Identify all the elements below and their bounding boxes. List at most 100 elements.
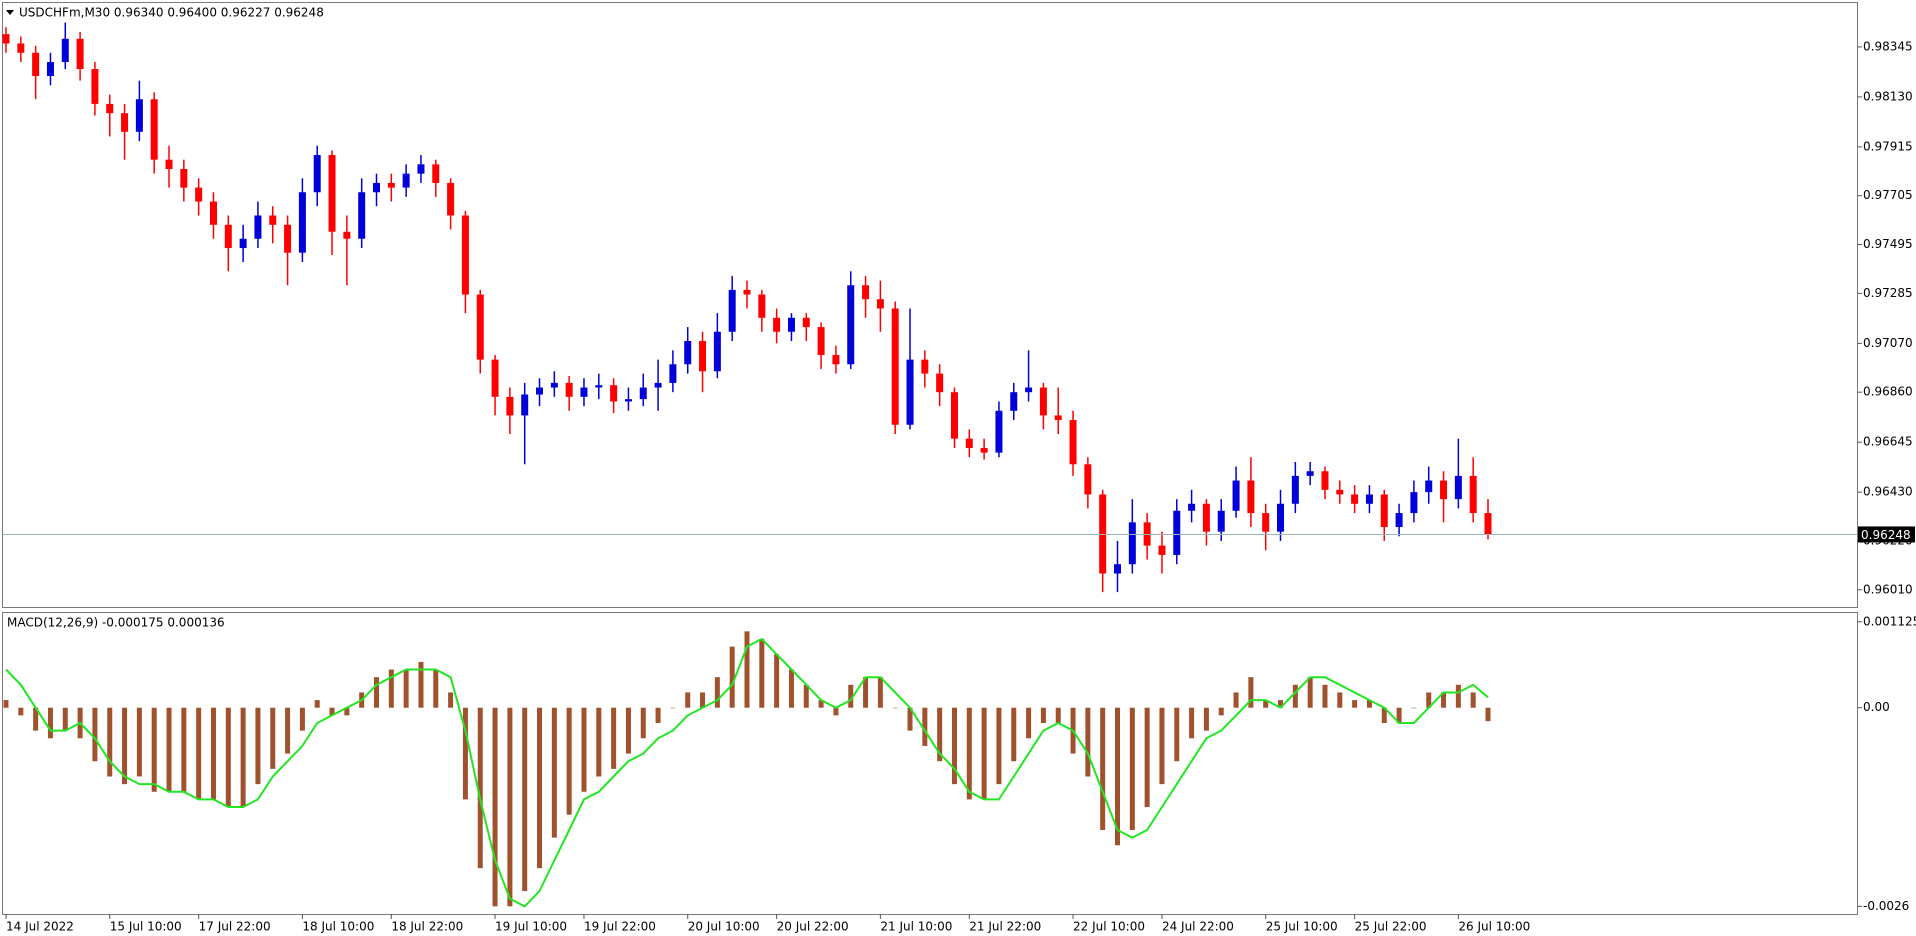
candle-body	[313, 155, 321, 193]
x-tick-label: 25 Jul 10:00	[1266, 920, 1338, 934]
candle-body	[1306, 471, 1314, 476]
candle-body	[373, 182, 380, 193]
candle-body	[965, 438, 973, 448]
candle-body	[1380, 494, 1388, 528]
x-tick-label: 22 Jul 10:00	[1073, 920, 1145, 934]
macd-bar	[166, 707, 172, 792]
x-tick-label: 25 Jul 22:00	[1355, 920, 1427, 934]
candle-body	[580, 387, 588, 397]
macd-bar	[1470, 692, 1476, 708]
candle-body	[936, 373, 944, 393]
candle-body	[121, 113, 129, 132]
macd-bar	[1085, 707, 1091, 777]
candle-body	[1484, 513, 1492, 535]
candle-body	[876, 299, 884, 309]
macd-bar	[1307, 677, 1313, 708]
macd-bar	[685, 692, 691, 708]
macd-bar	[877, 677, 883, 708]
candle-body	[669, 364, 677, 383]
candle-body	[17, 43, 25, 53]
macd-bar	[240, 707, 246, 808]
y-tick-label: 0.97070	[1863, 336, 1913, 350]
candle-body	[684, 341, 692, 365]
macd-bar	[1366, 700, 1372, 708]
macd-bar	[537, 707, 543, 869]
candle-body	[921, 359, 929, 374]
macd-bar	[477, 707, 483, 869]
macd-bar	[33, 707, 39, 731]
candle-body	[328, 155, 336, 232]
candle-body	[1277, 503, 1285, 532]
macd-bar	[892, 707, 898, 709]
macd-bar	[670, 707, 676, 709]
candle-body	[1262, 513, 1270, 532]
macd-bar	[92, 707, 98, 762]
macd-bar	[151, 707, 157, 792]
candle-body	[1069, 420, 1077, 465]
candle-body	[135, 99, 143, 132]
macd-bar	[863, 677, 869, 708]
candle-body	[61, 38, 69, 63]
candle-body	[402, 173, 410, 188]
macd-bar	[596, 707, 602, 777]
y-tick-label: 0.98345	[1863, 39, 1913, 53]
y-tick-label: 0.96645	[1863, 435, 1913, 449]
macd-bar	[522, 707, 528, 892]
candle-body	[46, 62, 54, 77]
candle-body	[817, 327, 825, 355]
candle-body	[1425, 480, 1433, 493]
macd-bar	[640, 707, 646, 739]
macd-bar	[1159, 707, 1165, 785]
macd-bar	[136, 707, 142, 777]
macd-bar	[581, 707, 587, 792]
macd-bar	[418, 661, 424, 708]
x-tick-label: 24 Jul 22:00	[1162, 920, 1234, 934]
candle-body	[773, 317, 781, 332]
macd-bar	[1203, 707, 1209, 731]
macd-bar	[1352, 700, 1358, 708]
y-tick-label: 0.97285	[1863, 286, 1913, 300]
macd-bar	[329, 707, 335, 716]
x-tick-label: 15 Jul 10:00	[110, 920, 182, 934]
candle-body	[2, 34, 10, 44]
candle-body	[1440, 480, 1448, 500]
macd-bar	[1233, 692, 1239, 708]
y-tick-label: 0.001125	[1863, 614, 1916, 628]
candle-body	[358, 192, 366, 239]
candle-body	[862, 285, 870, 300]
macd-bar	[937, 707, 943, 762]
candle-body	[298, 192, 306, 253]
y-tick-label: 0.96860	[1863, 385, 1913, 399]
macd-bar	[951, 707, 957, 785]
candle-body	[654, 382, 662, 388]
macd-bar	[700, 692, 706, 708]
signal-line	[5, 637, 1489, 908]
macd-bar	[788, 669, 794, 708]
macd-bar	[848, 684, 854, 708]
macd-bar	[403, 669, 409, 708]
candle-body	[1173, 510, 1181, 555]
macd-bar	[255, 707, 261, 785]
macd-bar	[1040, 707, 1046, 724]
symbol-menu-arrow[interactable]	[6, 10, 14, 15]
y-tick-label: -0.0026	[1863, 899, 1909, 913]
macd-bar	[1278, 700, 1284, 708]
candle-body	[209, 201, 217, 225]
x-tick-label: 18 Jul 22:00	[391, 920, 463, 934]
macd-bar	[270, 707, 276, 769]
candle-body	[1054, 415, 1062, 421]
candle-body	[950, 392, 958, 439]
x-tick-label: 21 Jul 10:00	[880, 920, 952, 934]
candle-body	[461, 215, 469, 295]
macd-bar	[285, 707, 291, 754]
macd-bar	[1011, 707, 1017, 762]
macd-bar	[966, 707, 972, 800]
x-tick-label: 20 Jul 10:00	[688, 920, 760, 934]
candle-body	[1410, 492, 1418, 514]
macd-bar	[196, 707, 202, 800]
macd-bar	[1026, 707, 1032, 739]
macd-bar	[225, 707, 231, 808]
x-tick-label: 17 Jul 22:00	[199, 920, 271, 934]
macd-bar	[729, 646, 735, 708]
